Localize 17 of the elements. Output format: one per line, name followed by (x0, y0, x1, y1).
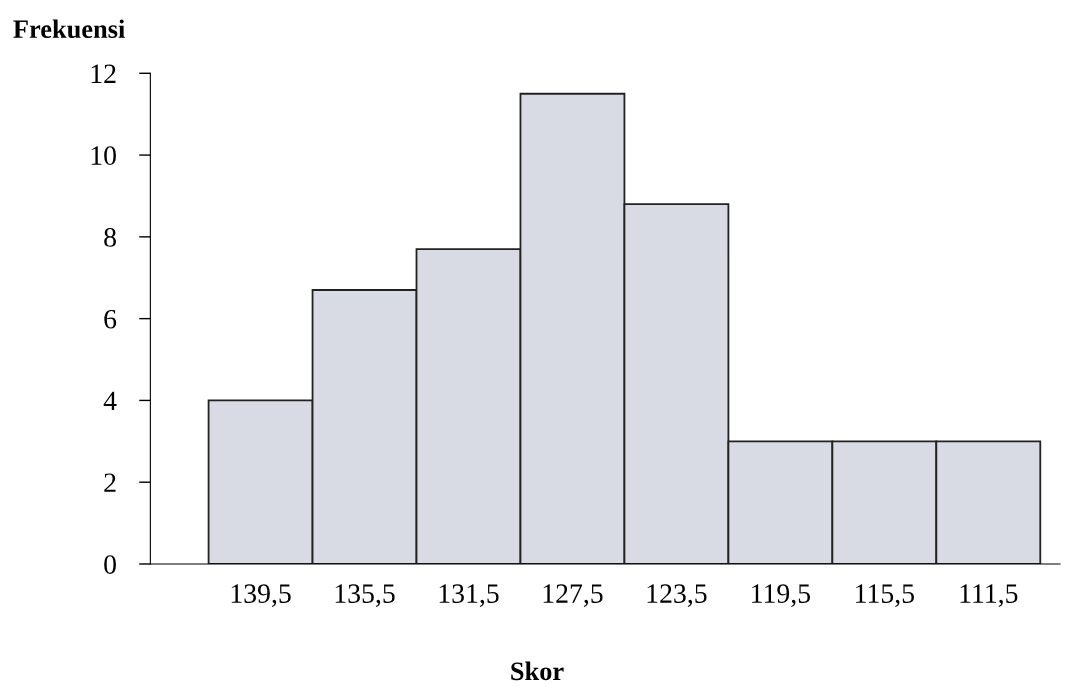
x-tick-label: 123,5 (647, 584, 707, 607)
x-axis-title: Skor (511, 661, 564, 681)
x-tick-label: 111,5 (960, 584, 1018, 607)
x-tick-label: 131,5 (439, 584, 499, 607)
x-tick-label: 139,5 (231, 584, 291, 607)
y-tick-label: 10 (91, 146, 116, 165)
y-tick-label: 12 (91, 64, 116, 83)
x-tick-label: 127,5 (543, 584, 603, 607)
y-tick-label: 2 (104, 473, 116, 492)
x-tick-label: 119,5 (752, 584, 811, 607)
y-tick-label: 8 (104, 228, 116, 247)
x-tick-label: 135,5 (335, 584, 395, 607)
y-tick-label: 4 (103, 391, 117, 411)
chart-title: Frekuensi (13, 19, 125, 39)
y-tick-label: 6 (104, 309, 117, 329)
y-tick-label: 0 (104, 555, 116, 574)
x-tick-label: 115,5 (856, 584, 914, 607)
